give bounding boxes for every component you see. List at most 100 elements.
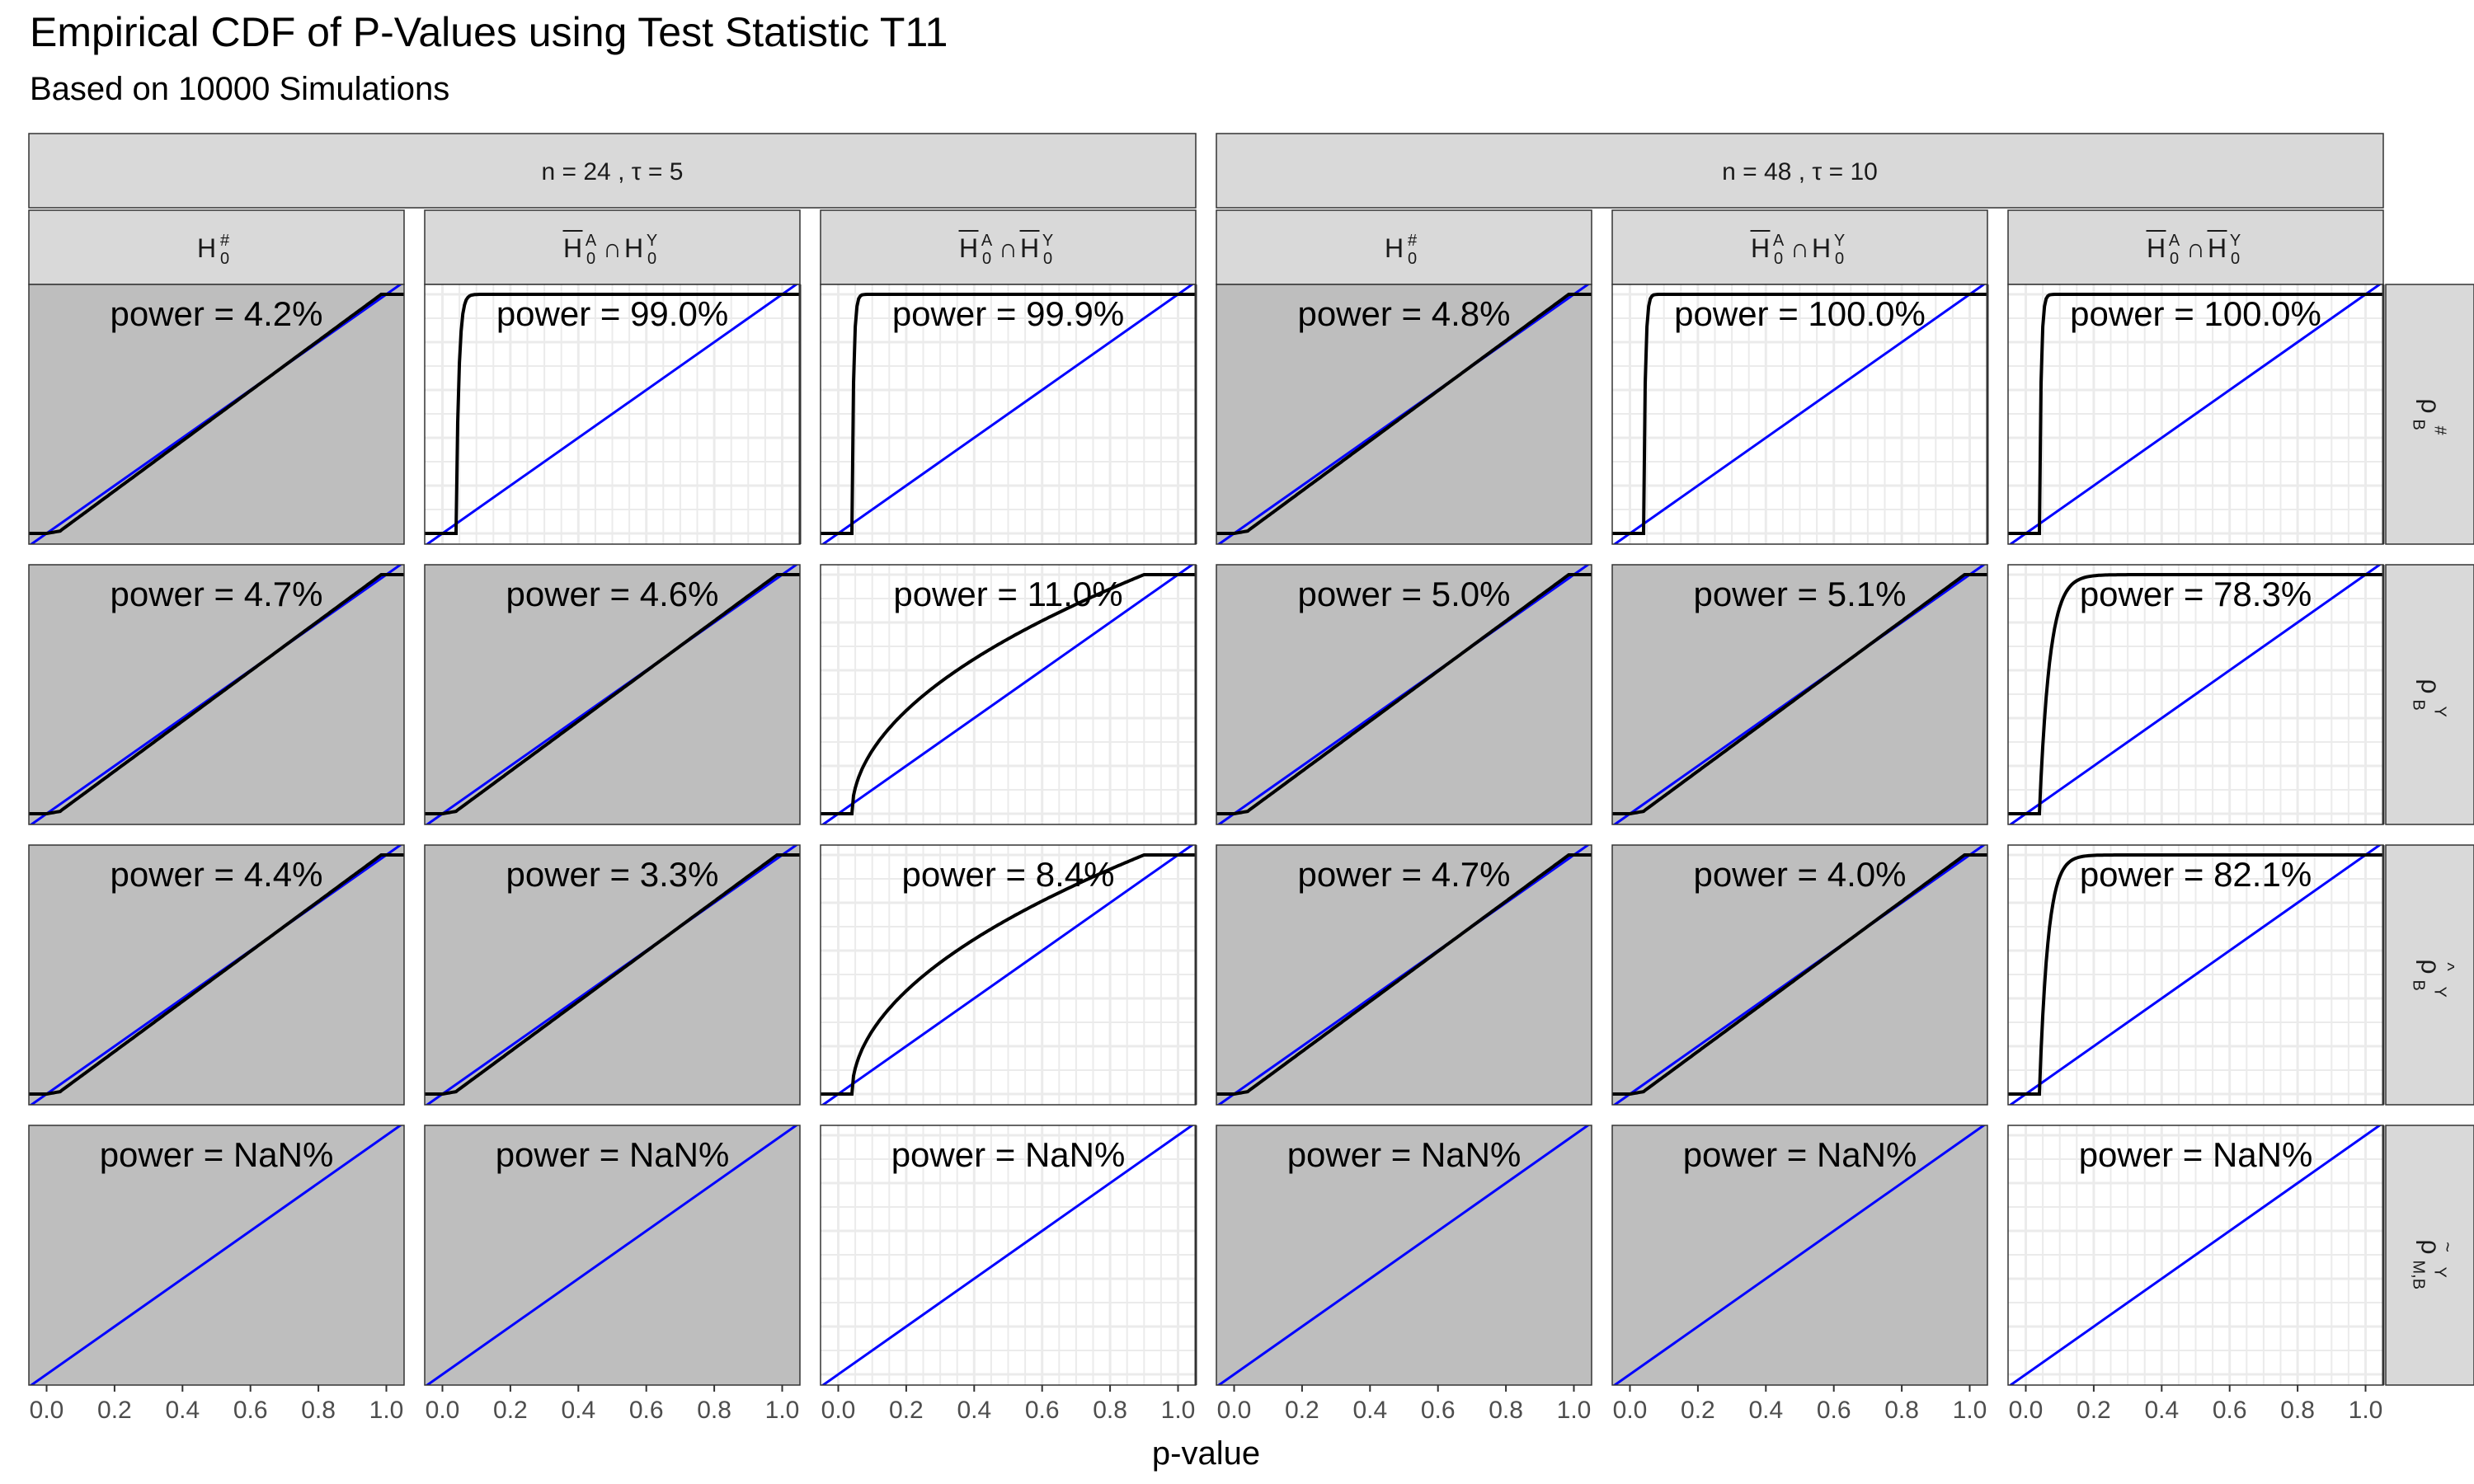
svg-text:H: H [563, 233, 582, 263]
ecdf-line [29, 853, 404, 1096]
svg-text:0: 0 [220, 250, 229, 268]
svg-text:A: A [981, 232, 993, 250]
column-strip-1 [28, 209, 405, 285]
x-tick-label: 0.2 [1681, 1397, 1715, 1424]
svg-text:B: B [2410, 980, 2428, 991]
x-tick-label: 0.4 [165, 1397, 200, 1424]
svg-text:~: ~ [2438, 1242, 2458, 1252]
power-label: power = 3.3% [506, 855, 719, 894]
x-tick-label: 0.8 [301, 1397, 336, 1424]
power-label: power = 4.2% [111, 294, 323, 333]
ecdf-line [2008, 853, 2383, 1096]
row-strip-label: ρ #B [2410, 398, 2449, 435]
ecdf-line [821, 293, 1196, 535]
x-tick-label: 0.2 [493, 1397, 528, 1424]
power-label: power = 4.7% [1298, 855, 1511, 894]
svg-text:0: 0 [1774, 250, 1783, 268]
power-label: power = NaN% [1287, 1135, 1522, 1174]
svg-text:ρ: ρ [2416, 959, 2446, 974]
panel-r4-c3: power = NaN% [820, 1125, 1197, 1386]
svg-text:H: H [2147, 233, 2166, 263]
column-strip-label: H #0 [197, 232, 230, 268]
panel-r1-c4: power = 4.8% [1216, 284, 1592, 545]
svg-text:H: H [1385, 233, 1404, 263]
svg-text:H: H [197, 233, 216, 263]
ecdf-line [1612, 853, 1987, 1096]
power-label: power = 82.1% [2080, 855, 2312, 894]
svg-text:Y: Y [2230, 232, 2241, 250]
power-label: power = 5.1% [1694, 575, 1907, 613]
svg-text:0: 0 [982, 250, 991, 268]
x-tick-label: 1.0 [369, 1397, 404, 1424]
svg-text:A: A [1773, 232, 1785, 250]
ecdf-line [29, 293, 404, 535]
x-tick-label: 0.8 [697, 1397, 731, 1424]
x-tick-label: 0.0 [426, 1397, 460, 1424]
power-label: power = 4.6% [506, 575, 719, 613]
svg-text:H: H [959, 233, 978, 263]
svg-text:0: 0 [1835, 250, 1844, 268]
outer-strip-1 [28, 133, 1197, 209]
x-tick-label: 0.4 [2144, 1397, 2179, 1424]
x-tick-label: 0.6 [1817, 1397, 1851, 1424]
power-label: power = NaN% [2079, 1135, 2313, 1174]
ecdf-line [821, 853, 1196, 1096]
x-tick-label: 0.6 [1421, 1397, 1456, 1424]
ecdf-line [1216, 573, 1592, 815]
panel-r3-c6: power = 82.1% [2007, 844, 2385, 1106]
panel-r2-c2: power = 4.6% [424, 564, 801, 825]
ecdf-line [2008, 293, 2383, 535]
x-tick-label: 0.2 [2077, 1397, 2111, 1424]
panel-r2-c4: power = 5.0% [1216, 564, 1592, 825]
panel-r4-c1: power = NaN% [28, 1125, 405, 1386]
svg-text:^: ^ [2438, 962, 2458, 971]
reference-line [821, 1125, 1195, 1385]
panel-r3-c2: power = 3.3% [424, 844, 801, 1106]
ecdf-line [821, 573, 1196, 815]
svg-text:ρ: ρ [2416, 1239, 2446, 1254]
power-label: power = 100.0% [2070, 294, 2321, 333]
ecdf-line [425, 853, 800, 1096]
x-tick-label: 0.4 [561, 1397, 595, 1424]
power-label: power = 100.0% [1674, 294, 1926, 333]
power-label: power = 4.4% [111, 855, 323, 894]
svg-text:H: H [624, 233, 643, 263]
svg-text:Y: Y [2431, 1267, 2449, 1278]
svg-text:∩: ∩ [2186, 233, 2205, 263]
x-tick-label: 0.6 [629, 1397, 664, 1424]
column-strip-label: H A0 ∩ H Y0 [1750, 230, 1845, 268]
panel-r1-c1: power = 4.2% [28, 284, 405, 545]
reference-line [821, 284, 1195, 544]
power-label: power = NaN% [891, 1135, 1126, 1174]
panel-r2-c1: power = 4.7% [28, 564, 405, 825]
reference-line [2008, 1125, 2382, 1385]
ecdf-line [29, 573, 404, 815]
column-strip-6 [2007, 209, 2384, 285]
power-label: power = 8.4% [902, 855, 1115, 894]
svg-text:A: A [586, 232, 597, 250]
x-tick-label: 0.2 [1285, 1397, 1319, 1424]
panel-r4-c5: power = NaN% [1611, 1125, 1988, 1386]
x-tick-label: 0.0 [1217, 1397, 1252, 1424]
power-label: power = 99.0% [496, 294, 728, 333]
row-strip-label: ρ YM,B ~ [2410, 1239, 2458, 1289]
reference-line [1612, 1125, 1987, 1385]
reference-line [1612, 284, 1987, 544]
svg-text:H: H [2208, 233, 2227, 263]
ecdf-line [1216, 293, 1592, 535]
svg-text:#: # [220, 232, 230, 250]
reference-line [821, 845, 1195, 1105]
svg-text:∩: ∩ [603, 233, 622, 263]
panel-r2-c5: power = 5.1% [1611, 564, 1988, 825]
x-tick-label: 0.4 [957, 1397, 991, 1424]
svg-text:0: 0 [1408, 250, 1417, 268]
reference-line [425, 284, 799, 544]
svg-text:M,B: M,B [2410, 1261, 2428, 1290]
panel-r4-c4: power = NaN% [1216, 1125, 1592, 1386]
panel-r3-c4: power = 4.7% [1216, 844, 1592, 1106]
x-tick-label: 0.2 [97, 1397, 132, 1424]
x-tick-label: 0.0 [1613, 1397, 1648, 1424]
svg-text:0: 0 [2231, 250, 2240, 268]
power-label: power = 4.8% [1298, 294, 1511, 333]
